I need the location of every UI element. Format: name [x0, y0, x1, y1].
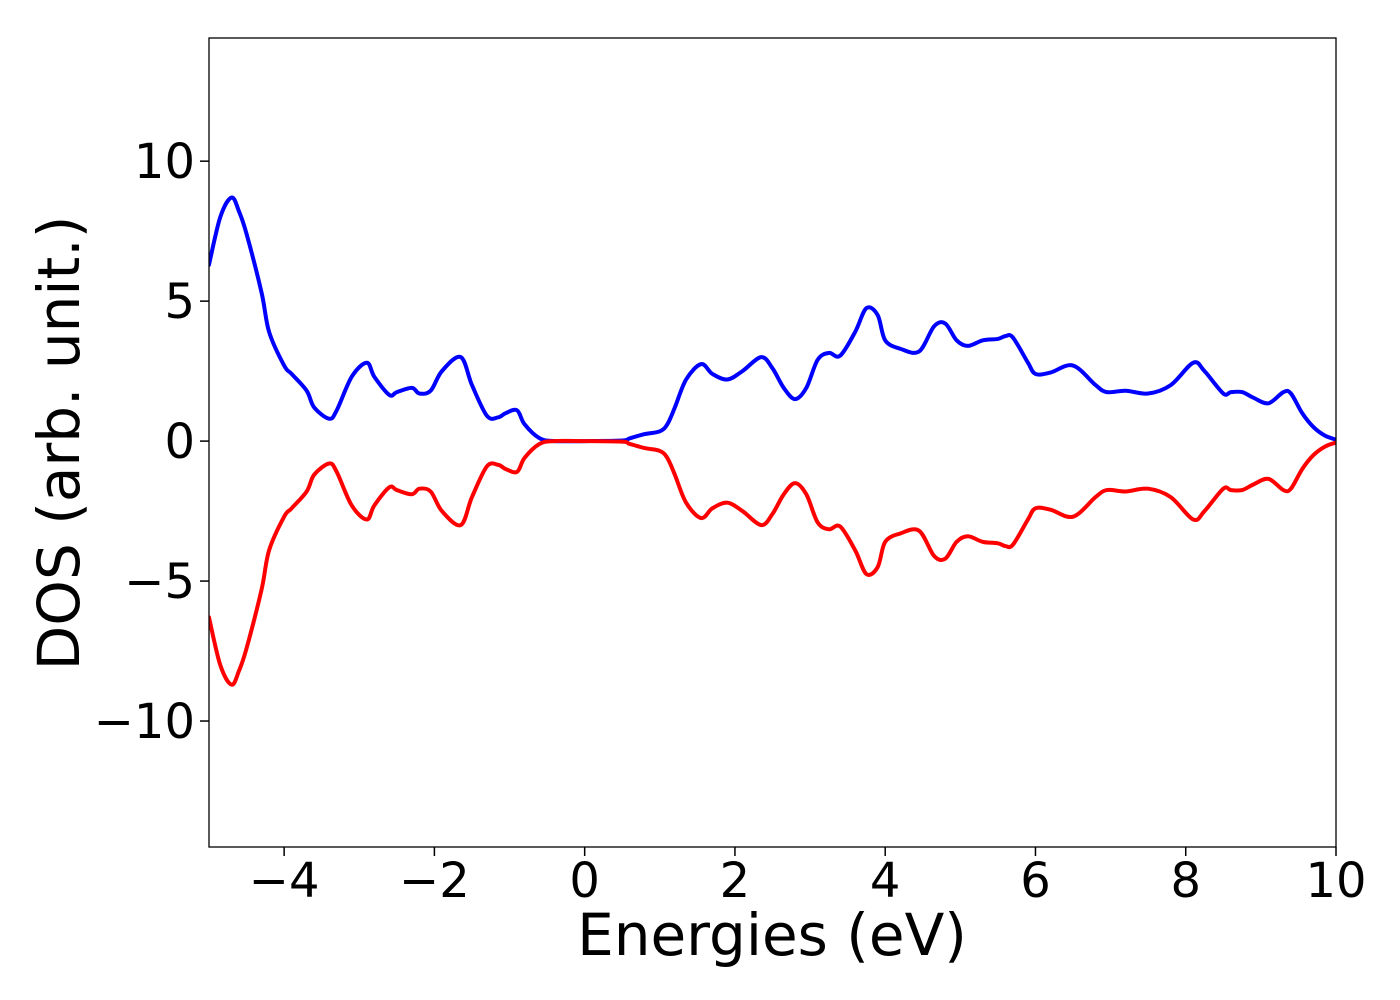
y-tick-label: −10: [94, 694, 195, 750]
y-tick-label: 5: [164, 274, 195, 330]
series-layer: [209, 195, 1336, 687]
y-tick-label: −5: [124, 554, 195, 610]
x-tick-label: 6: [1020, 853, 1051, 909]
x-tick-label: −2: [399, 853, 470, 909]
x-tick-label: −4: [249, 853, 320, 909]
series-line-red: [209, 438, 1336, 687]
x-tick-label: 2: [720, 853, 751, 909]
y-tick-label: 0: [164, 414, 195, 470]
x-axis-ticks: −4 −2 0 2 4 6 8 10: [249, 847, 1367, 909]
x-tick-label: 0: [569, 853, 600, 909]
x-tick-label: 4: [870, 853, 901, 909]
x-tick-label: 8: [1170, 853, 1201, 909]
x-tick-label: 10: [1305, 853, 1366, 909]
y-tick-label: 10: [134, 134, 195, 190]
y-axis-ticks: −10 −5 0 5 10: [94, 134, 209, 750]
x-axis-label: Energies (eV): [577, 901, 967, 969]
y-axis-label: DOS (arb. unit.): [25, 216, 93, 671]
series-line-blue: [209, 195, 1336, 444]
plot-frame: [208, 37, 1337, 848]
